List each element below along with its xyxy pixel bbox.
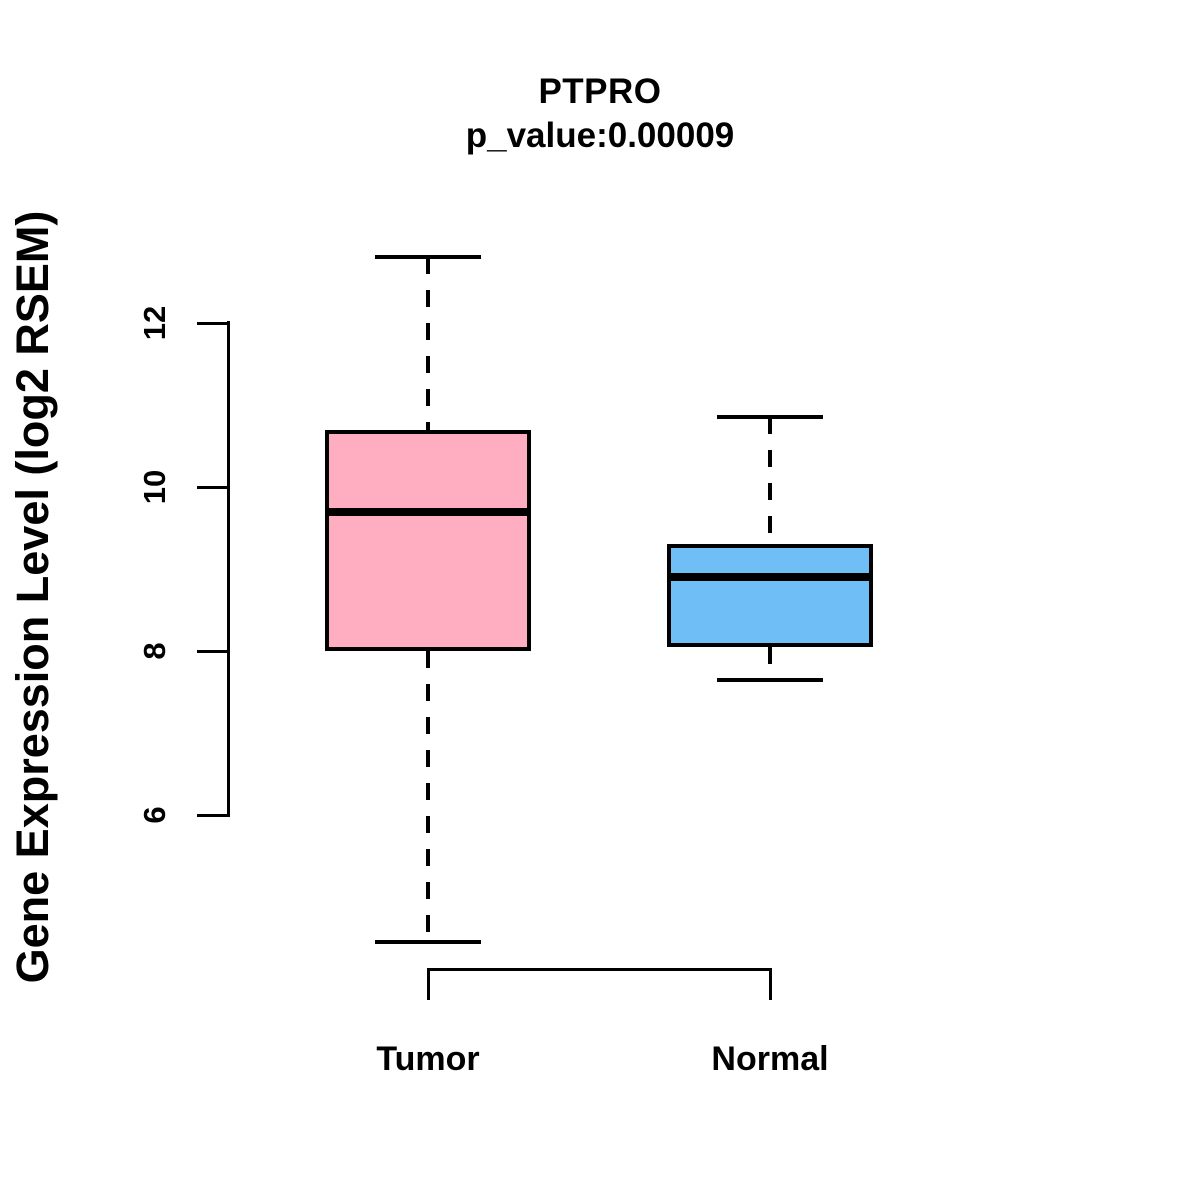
y-axis-tick [197, 813, 227, 817]
median-line-normal [667, 573, 873, 582]
whisker-upper-tumor [426, 257, 430, 430]
x-axis-tick-normal [768, 968, 772, 1000]
whisker-lower-tumor [426, 651, 430, 943]
x-category-label-tumor: Tumor [376, 1040, 480, 1078]
y-axis-tick [197, 321, 227, 325]
x-axis-tick-tumor [426, 968, 430, 1000]
x-axis-line [426, 968, 772, 971]
whisker-lower-normal [768, 646, 772, 680]
whisker-upper-normal [768, 417, 772, 545]
whisker-cap-lower-normal [717, 677, 823, 682]
chart-title: PTPRO [538, 72, 662, 111]
y-axis-label: Gene Expression Level (log2 RSEM) [7, 210, 58, 984]
whisker-cap-lower-tumor [375, 940, 481, 945]
y-axis-line [227, 321, 230, 817]
box-normal [667, 544, 873, 647]
y-tick-label: 10 [137, 469, 172, 505]
y-axis-tick [197, 649, 227, 653]
x-category-label-normal: Normal [711, 1040, 829, 1078]
chart-subtitle: p_value:0.00009 [465, 116, 735, 155]
y-tick-label: 8 [137, 642, 172, 660]
box-tumor [325, 429, 531, 651]
whisker-cap-upper-tumor [375, 255, 481, 260]
whisker-cap-upper-normal [717, 415, 823, 420]
median-line-tumor [325, 507, 531, 516]
y-tick-label: 12 [137, 305, 172, 341]
y-tick-label: 6 [137, 806, 172, 824]
y-axis-tick [197, 485, 227, 489]
